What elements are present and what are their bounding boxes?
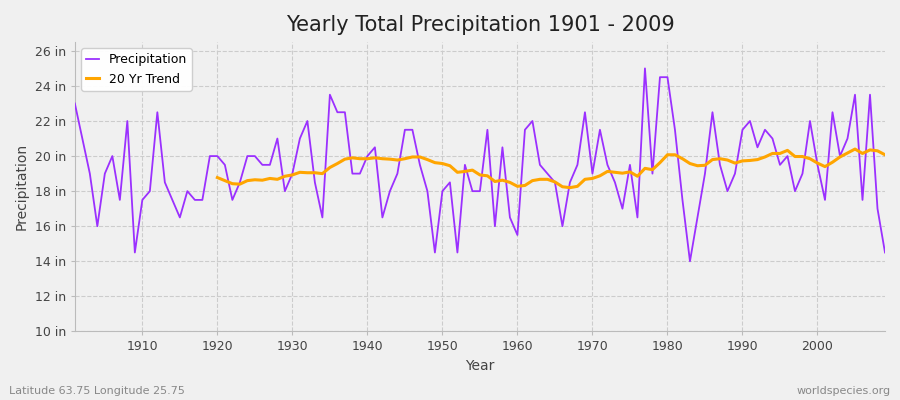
20 Yr Trend <box>339 157 350 162</box>
Text: Latitude 63.75 Longitude 25.75: Latitude 63.75 Longitude 25.75 <box>9 386 184 396</box>
Precipitation <box>69 101 80 106</box>
Precipitation <box>879 250 890 255</box>
Precipitation <box>512 232 523 237</box>
Title: Yearly Total Precipitation 1901 - 2009: Yearly Total Precipitation 1901 - 2009 <box>285 15 674 35</box>
Precipitation <box>505 215 516 220</box>
Text: worldspecies.org: worldspecies.org <box>796 386 891 396</box>
Precipitation <box>602 162 613 167</box>
20 Yr Trend <box>879 152 890 157</box>
20 Yr Trend <box>294 170 305 175</box>
Y-axis label: Precipitation: Precipitation <box>15 143 29 230</box>
X-axis label: Year: Year <box>465 359 495 373</box>
20 Yr Trend <box>602 169 613 174</box>
Line: Precipitation: Precipitation <box>75 68 885 261</box>
Precipitation <box>294 136 305 141</box>
20 Yr Trend <box>512 184 523 189</box>
Precipitation <box>685 259 696 264</box>
Precipitation <box>640 66 651 71</box>
Line: 20 Yr Trend: 20 Yr Trend <box>218 149 885 188</box>
20 Yr Trend <box>505 180 516 185</box>
Legend: Precipitation, 20 Yr Trend: Precipitation, 20 Yr Trend <box>81 48 192 91</box>
Precipitation <box>130 250 140 255</box>
Precipitation <box>339 110 350 115</box>
